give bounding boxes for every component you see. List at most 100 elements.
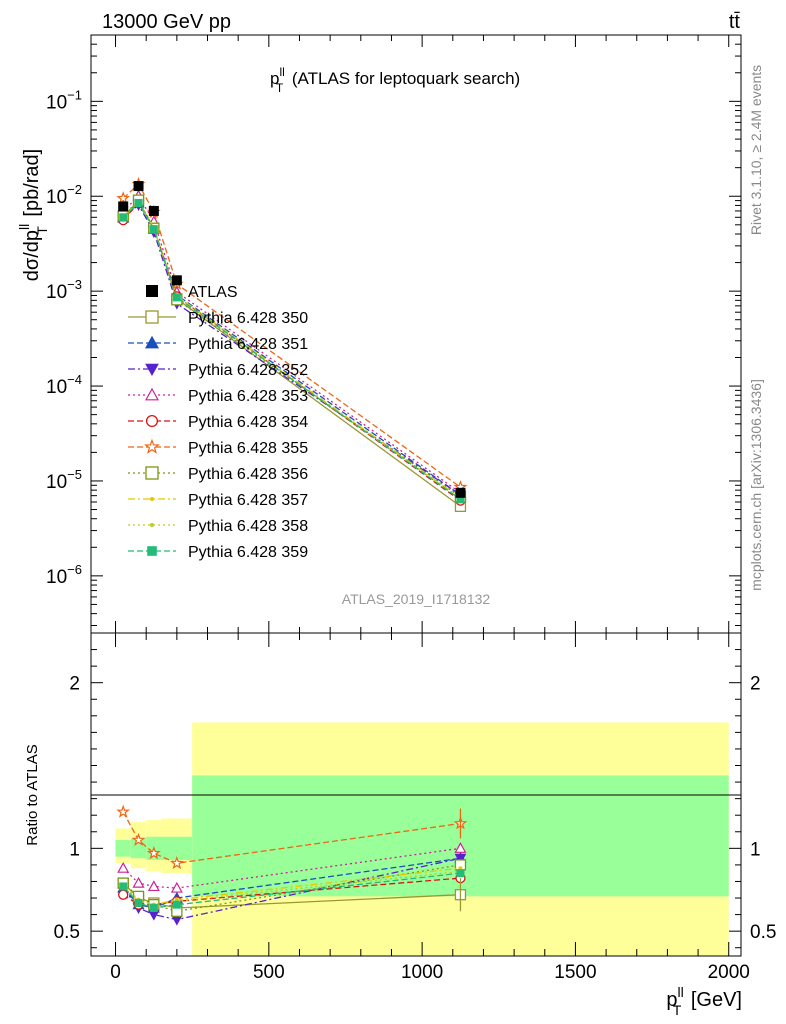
legend-entry-357: Pythia 6.428 357 <box>128 492 308 509</box>
legend-label-354: Pythia 6.428 354 <box>188 414 308 431</box>
ratio-y-axis-label: Ratio to ATLAS <box>24 744 41 845</box>
main-y-tick-label: 10−2 <box>46 182 82 208</box>
atlas-data-point-shape <box>171 275 182 286</box>
ratio-y-tick-label: 1 <box>69 839 80 860</box>
legend-marker-359-shape <box>147 546 157 556</box>
main-y-tick-label: 10−5 <box>46 467 82 493</box>
tick-label-exponent: −3 <box>67 277 82 292</box>
legend-marker-356-shape <box>145 466 159 480</box>
legend-label-351: Pythia 6.428 351 <box>188 336 308 353</box>
ratio-y-tick-label-right: 0.5 <box>750 922 776 943</box>
legend-marker-355-shape <box>144 438 160 454</box>
main-panel: 10−110−210−310−410−510−6 pll T (ATLAS for… <box>16 34 742 634</box>
series-point-359-shape <box>119 213 128 222</box>
ratio-point-355-shape <box>131 832 146 846</box>
series-line-359 <box>122 201 461 500</box>
ratio-point-359 <box>134 898 143 907</box>
legend-entry-352: Pythia 6.428 352 <box>128 362 308 379</box>
series-point-359 <box>149 225 158 234</box>
ratio-point-359 <box>119 882 128 891</box>
legend-entry-350: Pythia 6.428 350 <box>128 310 308 327</box>
legend-label-356: Pythia 6.428 356 <box>188 466 308 483</box>
tick-label-base: 10 <box>46 282 67 303</box>
legend-marker-358-shape <box>150 523 154 527</box>
legend-marker-atlas-shape <box>146 285 158 297</box>
ratio-y-tick-label-right: 1 <box>750 839 761 860</box>
ratio-point-353-shape <box>170 881 183 893</box>
main-y-tick-label: 10−6 <box>46 562 82 588</box>
series-point-359 <box>456 495 465 504</box>
series-point-359-shape <box>456 495 465 504</box>
tick-label-base: 10 <box>46 567 67 588</box>
ratio-y-tick-label: 2 <box>69 674 80 695</box>
legend-marker-353-shape <box>144 387 160 401</box>
ratio-point-353 <box>132 876 145 888</box>
legend-entry-355: Pythia 6.428 355 <box>128 438 308 457</box>
chart-title: pll T (ATLAS for leptoquark search) <box>270 65 520 95</box>
atlas-data-point <box>118 201 129 212</box>
series-point-359 <box>134 198 143 207</box>
atlas-data-point <box>171 275 182 286</box>
ratio-point-352-shape <box>454 853 467 865</box>
legend-marker-351 <box>144 335 160 349</box>
ratio-point-359 <box>456 869 465 878</box>
atlas-data-point-shape <box>118 201 129 212</box>
legend-marker-357-shape <box>150 497 154 501</box>
ratio-point-359-shape <box>149 903 158 912</box>
ratio-point-355 <box>116 804 131 818</box>
mcplots-label: mcplots.cern.ch [arXiv:1306.3436] <box>748 379 764 591</box>
ratio-point-359-shape <box>456 869 465 878</box>
series-point-359-shape <box>149 225 158 234</box>
tick-label-base: 10 <box>46 92 67 113</box>
inner-band-3 <box>161 836 193 860</box>
atlas-data-point <box>148 205 159 216</box>
ratio-point-359-shape <box>119 882 128 891</box>
atlas-data-point <box>455 487 466 498</box>
legend-marker-353 <box>144 387 160 401</box>
ratio-point-355-shape <box>146 846 161 860</box>
ratio-point-353 <box>117 861 130 873</box>
tick-label-exponent: −1 <box>67 87 82 102</box>
legend-entry-atlas: ATLAS <box>146 284 238 301</box>
ratio-axis-ticks <box>91 633 741 956</box>
ratio-point-353-shape <box>132 876 145 888</box>
legend-label-352: Pythia 6.428 352 <box>188 362 308 379</box>
tick-label-exponent: −2 <box>67 182 82 197</box>
legend-marker-355 <box>144 438 160 454</box>
x-tick-label: 2000 <box>708 962 750 983</box>
legend-marker-354-shape <box>145 414 159 428</box>
ratio-point-359-shape <box>172 900 181 909</box>
atlas-data-point-shape <box>455 487 466 498</box>
ratio-point-355-shape <box>169 855 184 870</box>
legend-entry-359: Pythia 6.428 359 <box>128 544 308 561</box>
legend-marker-350 <box>145 310 159 324</box>
legend-label-359: Pythia 6.428 359 <box>188 544 308 561</box>
ratio-point-359-shape <box>134 898 143 907</box>
ratio-point-354-shape <box>118 889 129 900</box>
atlas-data-group <box>118 181 466 498</box>
main-y-axis-label: dσ/dpll T [pb/rad] <box>16 149 50 281</box>
legend-label-358: Pythia 6.428 358 <box>188 518 308 535</box>
legend-label-355: Pythia 6.428 355 <box>188 440 308 457</box>
series-point-355 <box>116 191 131 205</box>
ratio-point-353-shape <box>117 861 130 873</box>
legend-marker-354 <box>145 414 159 428</box>
legend-entry-354: Pythia 6.428 354 <box>128 414 308 431</box>
ratio-point-359 <box>172 900 181 909</box>
uncertainty-bands <box>115 722 729 956</box>
ratio-y-tick-label: 0.5 <box>54 922 80 943</box>
series-point-359 <box>172 293 181 302</box>
tick-label-exponent: −5 <box>67 467 82 482</box>
ratio-line-357 <box>122 867 461 906</box>
ratio-point-352 <box>454 853 467 865</box>
tick-label-exponent: −4 <box>67 372 82 387</box>
atlas-data-point-shape <box>133 181 144 192</box>
ratio-line-355 <box>122 811 461 864</box>
x-tick-label: 1500 <box>554 962 596 983</box>
ratio-point-355 <box>169 855 184 870</box>
legend-marker-atlas <box>146 285 158 297</box>
rivet-label: Rivet 3.1.10, ≥ 2.4M events <box>748 65 764 235</box>
tick-label-base: 10 <box>46 187 67 208</box>
ratio-point-353 <box>170 881 183 893</box>
